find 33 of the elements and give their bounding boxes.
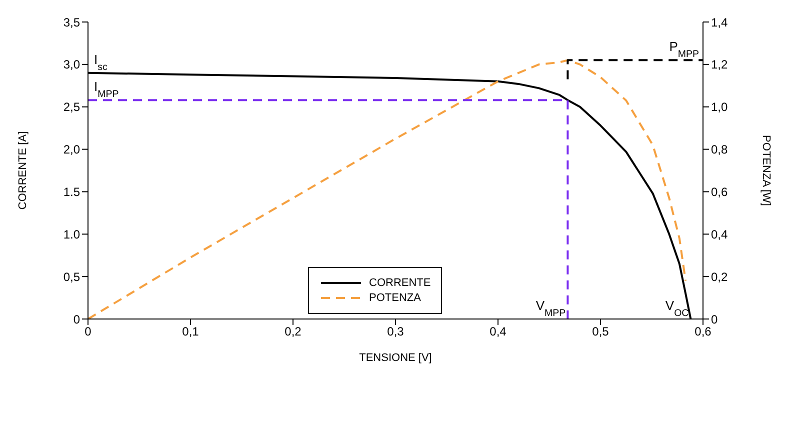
y-tick-label: 0,5	[63, 270, 80, 284]
y-tick-label: 0	[73, 312, 80, 326]
y-tick-label: 1.5	[63, 184, 80, 199]
annotation: I$_{sc}$	[94, 52, 108, 72]
y2-tick-label: 0	[711, 312, 718, 326]
x-tick-label: 0,4	[490, 324, 507, 339]
x-tick-label: 0	[84, 324, 92, 339]
x-tick-label: 0,3	[387, 324, 404, 339]
annotation: I$_{MPP}$	[94, 79, 119, 100]
legend-label: CORRENTE	[369, 277, 431, 289]
y-tick-label: 1.0	[63, 227, 80, 242]
y-tick-label: 2,5	[63, 100, 80, 114]
legend-label: POTENZA	[369, 292, 421, 304]
y2-tick-label: 0,6	[711, 184, 728, 199]
y-tick-label: 2,0	[63, 142, 80, 157]
y2-tick-label: 1,0	[711, 100, 728, 114]
y2-axis-title: POTENZA [W]	[760, 135, 772, 206]
x-tick-label: 0,1	[182, 324, 200, 339]
x-axis-title: TENSIONE [V]	[359, 352, 432, 364]
y2-tick-label: 0,4	[711, 227, 728, 242]
y-tick-label: 3,5	[63, 15, 80, 30]
y2-tick-label: 1,4	[711, 15, 728, 30]
annotation: V$_{MPP}$	[536, 298, 566, 318]
annotation: P$_{MPP}$	[669, 39, 699, 60]
y2-tick-label: 0,2	[711, 270, 728, 284]
x-tick-label: 0,6	[694, 324, 712, 339]
x-tick-label: 0,5	[592, 324, 610, 339]
x-tick-label: 0,2	[284, 324, 302, 339]
y-tick-label: 3,0	[63, 58, 80, 72]
y2-tick-label: 1,2	[711, 58, 728, 72]
annotation: V$_{OC}$	[665, 298, 689, 318]
y2-tick-label: 0,8	[711, 142, 728, 157]
y-axis-title: CORRENTE [A]	[16, 131, 29, 210]
